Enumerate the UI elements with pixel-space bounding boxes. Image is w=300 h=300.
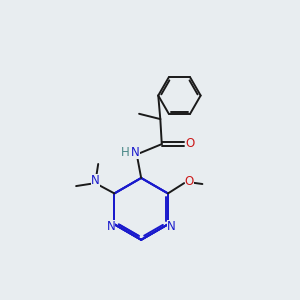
Text: H: H: [121, 146, 130, 159]
Text: O: O: [186, 137, 195, 150]
Text: N: N: [167, 220, 176, 233]
Text: N: N: [106, 220, 115, 233]
Text: N: N: [91, 174, 100, 187]
Text: N: N: [131, 146, 140, 159]
Text: O: O: [185, 175, 194, 188]
